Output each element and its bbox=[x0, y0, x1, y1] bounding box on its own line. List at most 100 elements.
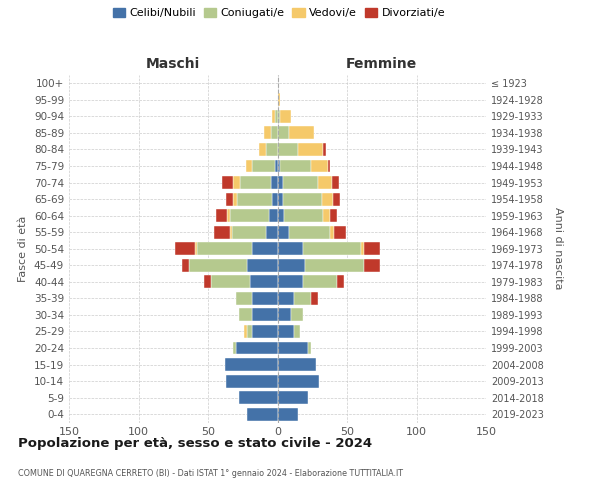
Bar bbox=[237, 192, 272, 205]
Bar bbox=[263, 126, 271, 140]
Bar bbox=[224, 358, 277, 371]
Bar bbox=[247, 325, 253, 338]
Bar bbox=[318, 176, 332, 189]
Bar bbox=[250, 276, 277, 288]
Bar bbox=[253, 308, 277, 322]
Bar bbox=[236, 292, 253, 305]
Bar bbox=[277, 176, 283, 189]
Bar bbox=[245, 160, 253, 172]
Bar bbox=[277, 292, 294, 305]
Bar bbox=[271, 126, 277, 140]
Bar bbox=[239, 391, 277, 404]
Y-axis label: Fasce di età: Fasce di età bbox=[19, 216, 28, 282]
Bar bbox=[236, 342, 277, 354]
Bar bbox=[294, 292, 311, 305]
Text: Popolazione per età, sesso e stato civile - 2024: Popolazione per età, sesso e stato civil… bbox=[18, 438, 372, 450]
Legend: Celibi/Nubili, Coniugati/e, Vedovi/e, Divorziati/e: Celibi/Nubili, Coniugati/e, Vedovi/e, Di… bbox=[109, 3, 449, 22]
Bar bbox=[188, 259, 247, 272]
Bar bbox=[292, 308, 302, 322]
Bar bbox=[240, 176, 271, 189]
Bar bbox=[233, 342, 236, 354]
Bar bbox=[222, 176, 233, 189]
Bar bbox=[323, 143, 326, 156]
Bar bbox=[247, 259, 277, 272]
Bar bbox=[289, 226, 331, 238]
Bar bbox=[277, 259, 305, 272]
Bar bbox=[289, 126, 314, 140]
Bar bbox=[277, 110, 280, 123]
Bar bbox=[334, 226, 346, 238]
Bar bbox=[302, 242, 361, 255]
Bar bbox=[277, 192, 283, 205]
Bar bbox=[230, 209, 269, 222]
Text: Femmine: Femmine bbox=[346, 57, 418, 71]
Bar bbox=[294, 325, 300, 338]
Bar bbox=[302, 276, 337, 288]
Y-axis label: Anni di nascita: Anni di nascita bbox=[553, 208, 563, 290]
Bar bbox=[226, 374, 277, 388]
Bar bbox=[311, 292, 318, 305]
Bar bbox=[233, 176, 240, 189]
Bar bbox=[211, 276, 250, 288]
Bar bbox=[197, 242, 253, 255]
Bar bbox=[275, 110, 277, 123]
Bar bbox=[277, 308, 292, 322]
Bar bbox=[271, 176, 277, 189]
Bar bbox=[272, 192, 277, 205]
Bar bbox=[364, 242, 380, 255]
Bar bbox=[277, 391, 308, 404]
Bar bbox=[247, 408, 277, 420]
Bar bbox=[244, 325, 247, 338]
Bar bbox=[305, 259, 364, 272]
Bar bbox=[311, 160, 328, 172]
Bar bbox=[277, 209, 284, 222]
Bar bbox=[196, 242, 197, 255]
Bar bbox=[204, 276, 211, 288]
Bar bbox=[284, 209, 323, 222]
Bar bbox=[239, 308, 253, 322]
Bar bbox=[175, 242, 196, 255]
Bar bbox=[230, 226, 232, 238]
Bar bbox=[253, 242, 277, 255]
Bar bbox=[277, 160, 280, 172]
Bar bbox=[364, 259, 380, 272]
Bar bbox=[227, 209, 230, 222]
Bar bbox=[361, 242, 364, 255]
Bar bbox=[266, 226, 277, 238]
Bar bbox=[226, 192, 233, 205]
Bar bbox=[277, 374, 319, 388]
Bar bbox=[214, 226, 230, 238]
Bar bbox=[323, 209, 331, 222]
Bar bbox=[333, 192, 340, 205]
Bar bbox=[277, 143, 298, 156]
Bar bbox=[277, 276, 302, 288]
Bar bbox=[277, 242, 302, 255]
Bar bbox=[266, 143, 277, 156]
Bar bbox=[332, 176, 338, 189]
Bar bbox=[253, 160, 275, 172]
Bar bbox=[269, 209, 277, 222]
Bar bbox=[272, 110, 275, 123]
Text: COMUNE DI QUAREGNA CERRETO (BI) - Dati ISTAT 1° gennaio 2024 - Elaborazione TUTT: COMUNE DI QUAREGNA CERRETO (BI) - Dati I… bbox=[18, 469, 403, 478]
Bar bbox=[182, 259, 188, 272]
Bar bbox=[280, 160, 311, 172]
Bar bbox=[283, 192, 322, 205]
Bar bbox=[277, 126, 289, 140]
Bar bbox=[217, 209, 227, 222]
Bar bbox=[277, 342, 308, 354]
Bar bbox=[328, 160, 331, 172]
Bar bbox=[277, 226, 289, 238]
Bar bbox=[322, 192, 333, 205]
Bar bbox=[331, 226, 334, 238]
Bar bbox=[277, 408, 298, 420]
Bar bbox=[232, 226, 266, 238]
Bar bbox=[277, 358, 316, 371]
Bar bbox=[308, 342, 311, 354]
Bar bbox=[283, 176, 318, 189]
Bar bbox=[233, 192, 237, 205]
Bar bbox=[253, 325, 277, 338]
Bar bbox=[277, 94, 280, 106]
Bar bbox=[280, 110, 292, 123]
Bar bbox=[275, 160, 277, 172]
Bar bbox=[253, 292, 277, 305]
